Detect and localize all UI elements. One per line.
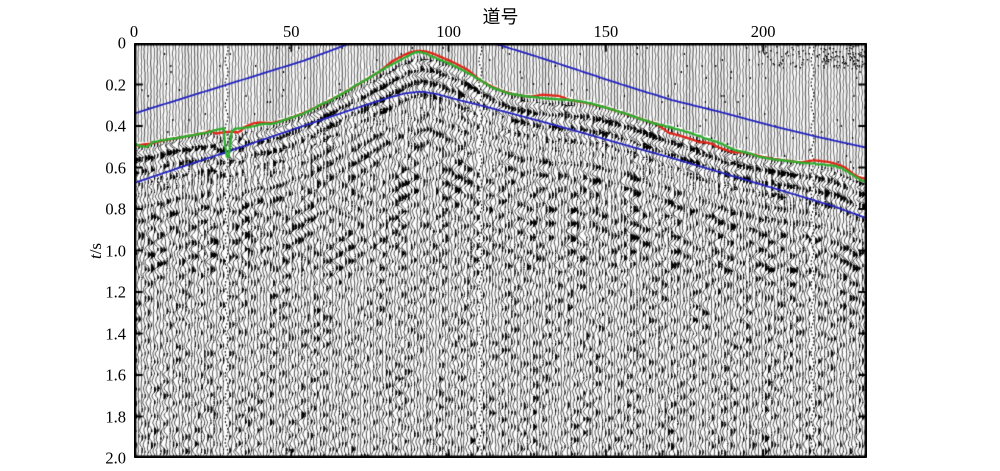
y-tick-label: 0 xyxy=(117,33,126,53)
x-tick-label: 100 xyxy=(436,22,461,41)
y-tick-label: 1.8 xyxy=(105,407,126,426)
seismogram-plot xyxy=(134,43,867,458)
x-axis-title: 道号 xyxy=(482,7,519,27)
x-tick-label: 150 xyxy=(593,22,619,41)
y-tick-label: 1.4 xyxy=(105,324,126,343)
x-tick-label: 50 xyxy=(283,22,300,41)
y-tick-label: 1.2 xyxy=(105,282,126,302)
y-tick-label: 1.0 xyxy=(105,241,126,260)
y-tick-label: 0.8 xyxy=(105,199,126,219)
x-tick-label: 0 xyxy=(129,22,139,41)
y-tick-label: 2.0 xyxy=(105,448,126,468)
y-tick-label: 0.6 xyxy=(105,158,126,177)
y-tick-label: 0.2 xyxy=(105,75,126,94)
y-tick-label: 1.6 xyxy=(105,365,126,385)
x-tick-label: 200 xyxy=(750,22,776,41)
y-tick-label: 0.4 xyxy=(105,116,126,136)
